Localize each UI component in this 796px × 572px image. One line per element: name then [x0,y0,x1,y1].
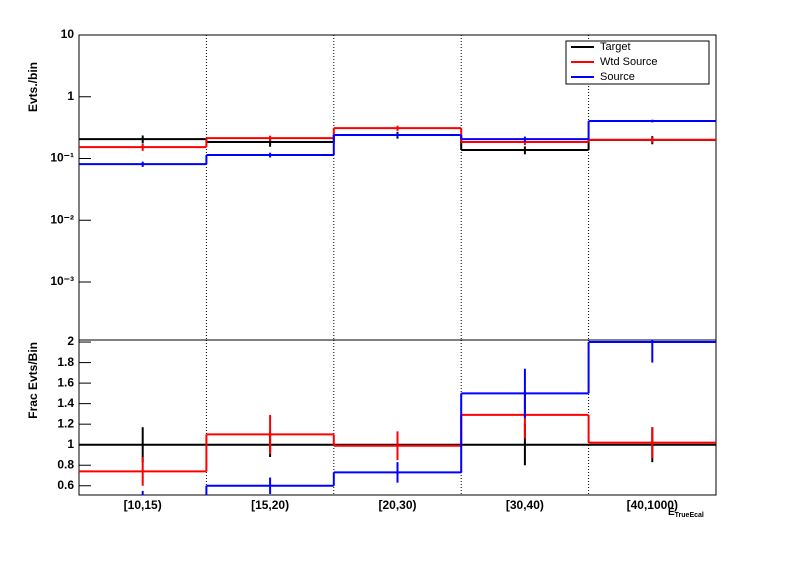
x-axis-label-main: E [668,507,675,518]
x-tick-label: [30,40) [506,498,544,512]
plot-frame [78,339,717,496]
x-axis-label-sub: TrueEcal [675,512,704,519]
y-tick-label: 0.6 [57,478,74,492]
y-tick-label: 10⁻³ [50,274,74,288]
y-tick-label: 10 [61,27,75,41]
y-tick-label: 0.8 [57,457,74,471]
y-tick-label: 10⁻² [50,212,74,226]
legend-label: Source [600,71,635,83]
y-tick-label: 2 [67,334,74,348]
plot-area [79,119,716,167]
y-axis-label: Frac Evts/Bin [26,342,40,419]
y-tick-label: 10⁻¹ [50,151,74,165]
x-tick-label: [10,15) [124,498,162,512]
x-axis-label: ETrueEcal [668,507,704,519]
x-tick-label: [20,30) [378,498,416,512]
y-tick-label: 1 [67,437,74,451]
x-tick-label: [40,1000) [627,498,678,512]
legend-label: Wtd Source [600,56,657,68]
legend-label: Target [600,41,631,53]
y-tick-label: 1.8 [57,355,74,369]
y-tick-label: 1.6 [57,375,74,389]
y-tick-label: 1 [67,89,74,103]
y-axis-label: Evts./bin [26,62,40,112]
x-tick-label: [15,20) [251,498,289,512]
y-tick-label: 1.2 [57,416,74,430]
plot-area [79,340,716,495]
y-tick-label: 1.4 [57,396,74,410]
